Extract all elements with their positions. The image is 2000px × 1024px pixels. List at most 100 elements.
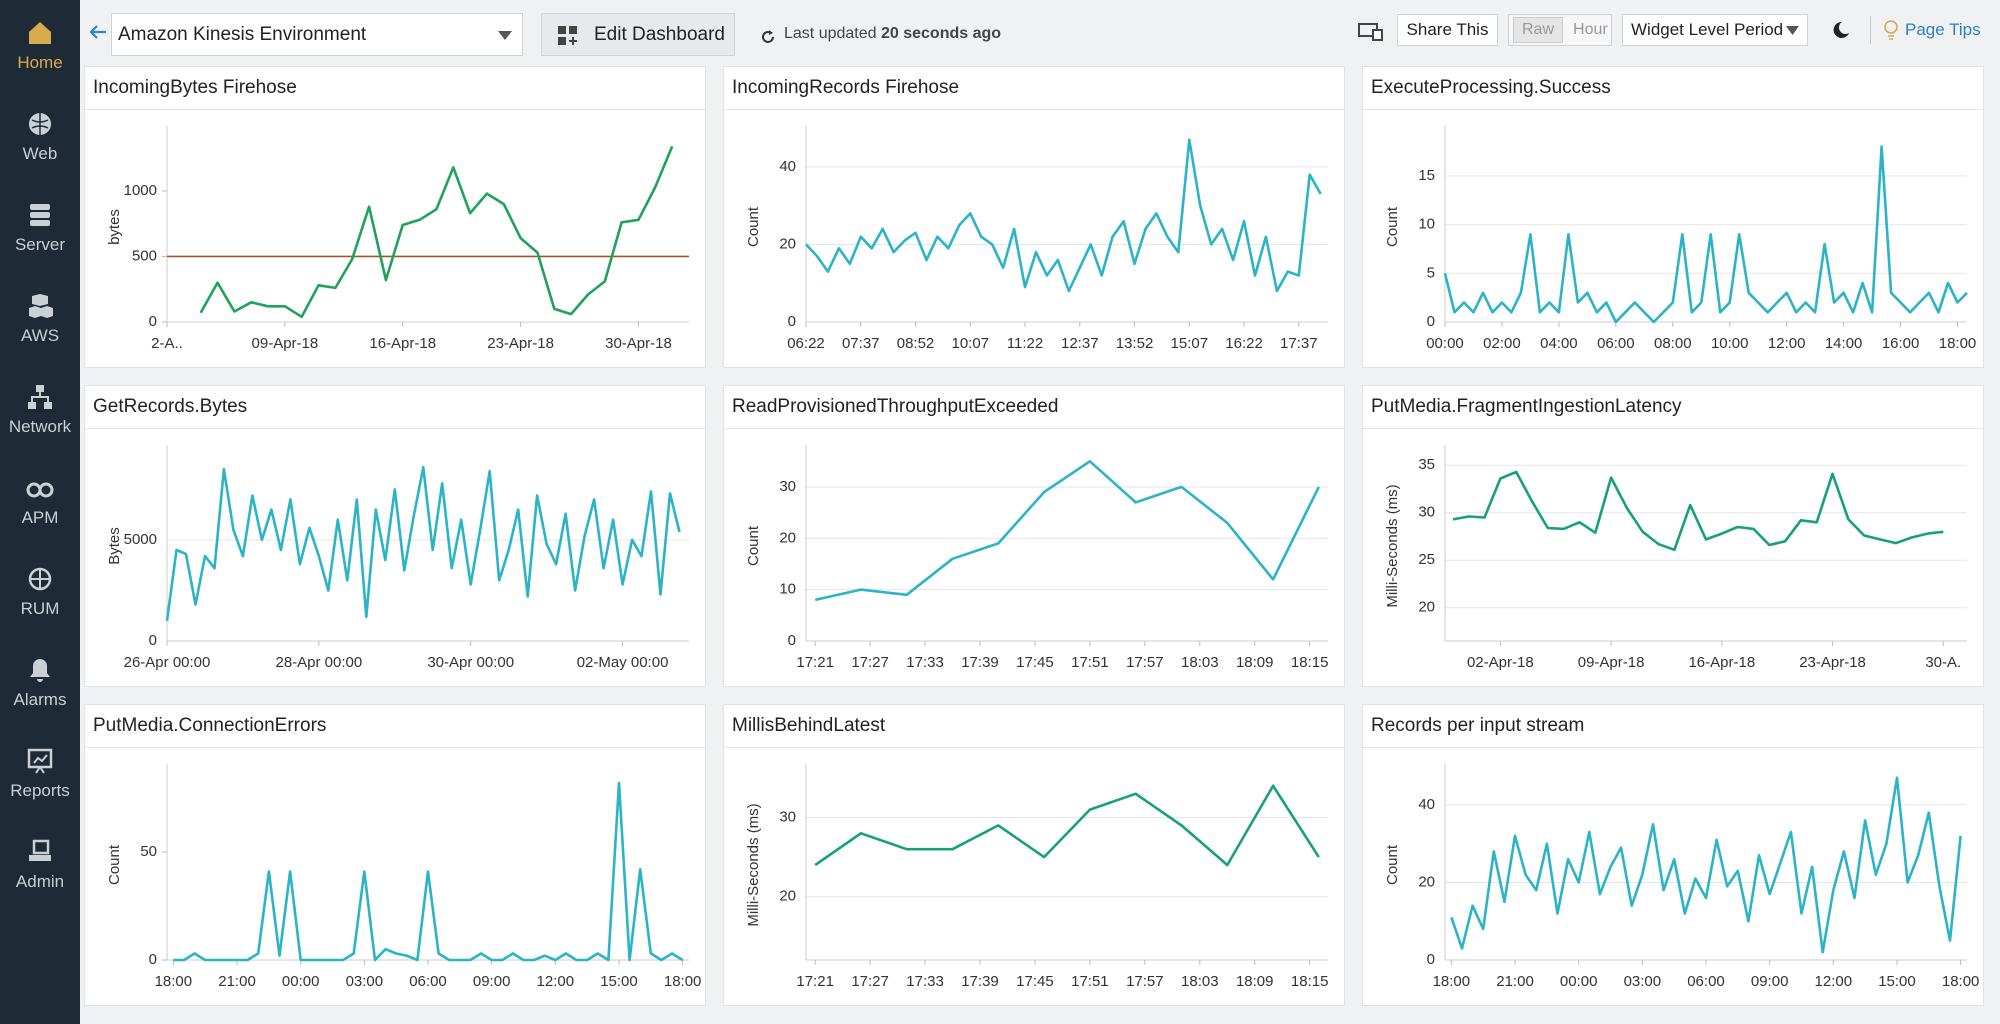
data-line: [1450, 776, 1962, 954]
x-tick-label: 18:15: [1291, 654, 1329, 671]
y-tick-label: 500: [132, 247, 157, 264]
x-tick-label: 09-Apr-18: [252, 335, 319, 352]
x-tick-label: 14:00: [1825, 335, 1863, 352]
dashboard-grid: IncomingBytes Firehose 0 500 1000 2-A.. 09-Ap…: [84, 66, 1984, 1006]
edit-label: Edit Dashboard: [594, 23, 725, 45]
widget-title: ExecuteProcessing.Success: [1363, 67, 1983, 110]
back-icon[interactable]: [88, 24, 108, 40]
x-tick-label: 15:00: [600, 973, 638, 990]
grid-icon: [558, 26, 577, 45]
widget: IncomingBytes Firehose 0 500 1000 2-A.. 09-Ap…: [84, 66, 706, 368]
x-tick-label: 17:57: [1126, 973, 1164, 990]
edit-dashboard-button[interactable]: Edit Dashboard: [541, 13, 735, 56]
nav-item[interactable]: Server: [0, 182, 80, 273]
environment-select[interactable]: Amazon Kinesis Environment: [111, 13, 523, 56]
refresh-icon[interactable]: [760, 29, 776, 45]
y-axis-label: Bytes: [106, 527, 123, 565]
y-tick-label: 40: [1418, 796, 1435, 813]
x-tick-label: 17:39: [961, 973, 999, 990]
x-tick-label: 17:51: [1071, 654, 1109, 671]
y-tick-label: 0: [788, 632, 796, 649]
nav-item[interactable]: Reports: [0, 728, 80, 819]
y-axis-label: Count: [745, 525, 762, 566]
x-tick-label: 00:00: [282, 973, 320, 990]
x-tick-label: 17:33: [906, 654, 944, 671]
chart: 0 5000 26-Apr 00:00 28-Apr 00:00 30-Apr 00:0…: [106, 445, 689, 671]
x-tick-label: 18:03: [1181, 654, 1219, 671]
x-tick-label: 16:00: [1882, 335, 1920, 352]
x-tick-label: 30-A.: [1925, 654, 1961, 671]
x-tick-label: 17:37: [1280, 335, 1318, 352]
y-tick-label: 20: [1418, 599, 1435, 616]
y-axis-label: Count: [1384, 844, 1401, 885]
y-axis-label: Milli-Seconds (ms): [1384, 484, 1401, 607]
nav-label: Home: [17, 52, 63, 72]
x-tick-label: 17:57: [1126, 654, 1164, 671]
nav-item[interactable]: AWS: [0, 273, 80, 364]
x-tick-label: 18:00: [155, 973, 193, 990]
x-tick-label: 18:00: [664, 973, 702, 990]
x-tick-label: 04:00: [1540, 335, 1578, 352]
nav-label: APM: [21, 507, 59, 527]
share-button[interactable]: Share This: [1397, 14, 1498, 46]
x-tick-label: 02:00: [1483, 335, 1521, 352]
page-tips[interactable]: Page Tips: [1905, 20, 1981, 39]
x-tick-label: 12:37: [1061, 335, 1099, 352]
x-tick-label: 17:45: [1016, 654, 1054, 671]
period-select[interactable]: Widget Level Period: [1622, 14, 1808, 46]
y-tick-label: 0: [149, 632, 157, 649]
widget-title: ReadProvisionedThroughputExceeded: [724, 386, 1344, 429]
y-axis-label: bytes: [106, 209, 123, 245]
x-tick-label: 03:00: [1624, 973, 1662, 990]
data-line: [1443, 145, 1968, 324]
nav-item[interactable]: Alarms: [0, 637, 80, 728]
x-tick-label: 09-Apr-18: [1578, 654, 1645, 671]
x-tick-label: 21:00: [218, 973, 256, 990]
data-line: [805, 138, 1322, 293]
x-tick-label: 18:00: [1433, 973, 1471, 990]
y-tick-label: 30: [1418, 504, 1435, 521]
nav-icon: [29, 112, 51, 135]
x-tick-label: 30-Apr 00:00: [427, 654, 514, 671]
y-tick-label: 20: [779, 529, 796, 546]
raw-hour-toggle[interactable]: Raw Hour: [1508, 14, 1612, 46]
y-tick-label: 0: [1427, 313, 1435, 330]
chart: 0 500 1000 2-A.. 09-Apr-18 16-Apr-18 23-Apr-18…: [106, 126, 689, 352]
caret: [1786, 26, 1799, 35]
widget-title: Records per input stream: [1363, 705, 1983, 748]
x-tick-label: 10:00: [1711, 335, 1749, 352]
updated-prefix: Last updated: [784, 25, 877, 42]
chart: 0 5 10 15 00:00 02:00 04:00 06:00 08:00 10:00 12:0…: [1384, 126, 1976, 352]
device-icon[interactable]: [1358, 22, 1384, 42]
nav-item[interactable]: APM: [0, 455, 80, 546]
x-tick-label: 17:39: [961, 654, 999, 671]
sidebar: Home Web Server AWS Network APM RUM Alarms Repor…: [0, 0, 80, 1024]
y-tick-label: 10: [779, 581, 796, 598]
x-tick-label: 23-Apr-18: [1799, 654, 1866, 671]
nav-item[interactable]: Web: [0, 91, 80, 182]
updated-value: 20 seconds ago: [880, 25, 1002, 42]
x-tick-label: 06:00: [1597, 335, 1635, 352]
x-tick-label: 17:33: [906, 973, 944, 990]
x-tick-label: 21:00: [1496, 973, 1534, 990]
y-axis-label: Milli-Seconds (ms): [745, 803, 762, 926]
y-tick-label: 5000: [124, 531, 157, 548]
nav-item[interactable]: Admin: [0, 819, 80, 910]
hour-option[interactable]: Hour: [1573, 21, 1608, 38]
raw-option[interactable]: Raw: [1513, 17, 1564, 43]
chart: 0 10 20 30 17:21 17:27 17:33 17:39 17:45 17:51 17:…: [745, 445, 1329, 671]
x-tick-label: 17:21: [796, 654, 834, 671]
chart: 20 30 17:21 17:27 17:33 17:39 17:45 17:51 17:57 1…: [745, 764, 1329, 990]
nav-item[interactable]: Network: [0, 364, 80, 455]
y-axis-label: Count: [106, 844, 123, 885]
theme-icon[interactable]: [1830, 20, 1850, 40]
data-line: [199, 145, 674, 319]
y-tick-label: 20: [779, 235, 796, 252]
nav-item[interactable]: RUM: [0, 546, 80, 637]
widget-title: IncomingBytes Firehose: [85, 67, 705, 110]
x-tick-label: 00:00: [1560, 973, 1598, 990]
nav-label: Reports: [10, 780, 70, 800]
x-tick-label: 18:15: [1291, 973, 1329, 990]
nav-item[interactable]: Home: [0, 0, 80, 91]
widget: GetRecords.Bytes 0 5000 26-Apr 00:00 28-Apr …: [84, 385, 706, 687]
